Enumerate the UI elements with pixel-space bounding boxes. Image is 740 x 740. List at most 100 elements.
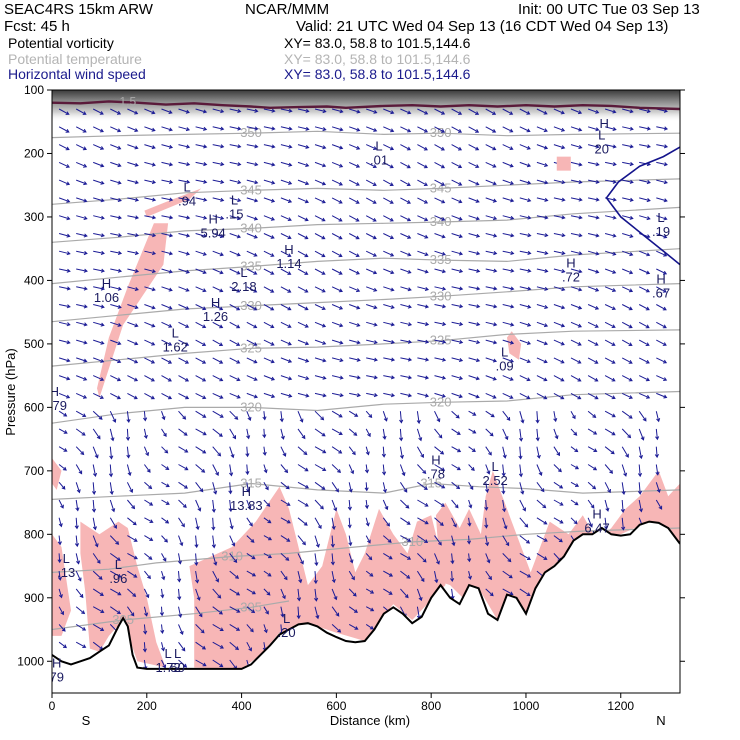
wind-arrow-965 [263, 588, 271, 596]
wind-arrow-86 [297, 144, 310, 149]
wind-arrow-339 [314, 268, 326, 275]
wind-arrow-503 [656, 339, 667, 346]
wind-arrow-355 [587, 268, 600, 274]
wind-arrow-840 [263, 517, 272, 524]
wind-arrow-267 [314, 233, 326, 240]
wind-arrow-735 [314, 464, 327, 471]
wind-arrow-65 [553, 126, 566, 132]
wind-arrow-645 [621, 410, 633, 419]
wind-arrow-151 [178, 179, 191, 184]
wind-arrow-4 [127, 108, 139, 115]
isentrope-label-350-1: 350 [430, 125, 452, 140]
wind-arrow-552 [263, 375, 276, 381]
wind-arrow-785 [553, 481, 564, 489]
wind-arrow-3 [110, 108, 122, 115]
wind-arrow-378 [366, 286, 378, 292]
wind-arrow-703 [381, 446, 386, 458]
wind-arrow-688 [126, 446, 131, 459]
wind-arrow-687 [109, 446, 114, 460]
wind-arrow-375 [314, 286, 326, 293]
wind-arrow-6 [161, 108, 173, 114]
wind-arrow-173 [553, 179, 566, 185]
extremum-H-7: H [211, 295, 220, 310]
wind-arrow-233 [348, 215, 360, 222]
extremum-H-23: H [52, 656, 61, 671]
wind-arrow-197 [348, 197, 360, 204]
wind-arrow-603 [519, 392, 531, 400]
wind-arrow-290 [93, 250, 105, 255]
wind-arrow-971 [365, 588, 375, 594]
wind-arrow-520 [331, 357, 344, 363]
wind-arrow-52 [331, 126, 344, 132]
wind-arrow-123 [314, 161, 327, 168]
wind-arrow-985 [159, 606, 165, 617]
wind-arrow-823 [587, 499, 595, 509]
wind-arrow-457 [485, 321, 498, 327]
wind-arrow-79 [178, 144, 191, 149]
wind-arrow-383 [451, 286, 464, 291]
wind-arrow-504 [58, 357, 71, 363]
wind-arrow-754 [637, 464, 643, 478]
wind-arrow-296 [195, 250, 207, 256]
wind-arrow-724 [126, 464, 132, 477]
wind-arrow-523 [383, 357, 396, 362]
wind-arrow-711 [518, 446, 523, 460]
wind-arrow-445 [280, 321, 292, 328]
wind-arrow-171 [519, 179, 532, 185]
wind-arrow-905 [246, 552, 256, 560]
wind-arrow-390 [570, 286, 583, 292]
wind-arrow-911 [348, 553, 354, 564]
wind-arrow-792 [58, 499, 64, 509]
x-tick-label-600: 600 [326, 699, 346, 713]
legend-wind-xy: XY= 83.0, 58.8 to 101.5,144.6 [284, 66, 471, 82]
wind-arrow-336 [263, 268, 275, 275]
wind-arrow-451 [383, 321, 395, 327]
wind-arrow-102 [570, 144, 583, 149]
wind-arrow-856 [536, 517, 548, 525]
wind-arrow-488 [400, 339, 413, 344]
wind-arrow-508 [127, 357, 139, 364]
wind-arrow-598 [434, 392, 446, 398]
wind-arrow-8 [195, 108, 208, 114]
wind-arrow-365 [144, 286, 156, 292]
wind-arrow-176 [605, 179, 617, 184]
wind-arrow-881 [365, 535, 371, 544]
wind-arrow-218 [93, 215, 105, 220]
wind-arrow-454 [434, 321, 447, 327]
wind-arrow-112 [127, 161, 139, 167]
isentrope-310 [52, 527, 680, 573]
wind-arrow-566 [502, 375, 514, 381]
wind-arrow-634 [434, 410, 441, 423]
wind-arrow-578 [92, 392, 104, 399]
wind-arrow-167 [451, 179, 463, 186]
y-tick-label-1000: 1000 [17, 654, 44, 668]
wind-arrow-919 [485, 553, 491, 564]
wind-arrow-1021 [161, 642, 166, 652]
wind-arrow-765 [212, 482, 218, 495]
wind-arrow-144 [58, 179, 71, 186]
wind-arrow-836 [195, 517, 200, 531]
wind-arrow-768 [263, 482, 269, 491]
wind-arrow-992 [280, 606, 285, 618]
wind-arrow-731 [245, 464, 250, 476]
wind-arrow-843 [314, 517, 322, 530]
x-tick-label-1000: 1000 [513, 699, 540, 713]
wind-arrow-529 [485, 357, 498, 363]
wind-arrow-129 [417, 161, 428, 169]
wind-arrow-382 [434, 286, 447, 291]
wind-arrow-434 [93, 321, 105, 327]
wind-arrow-280 [536, 233, 549, 238]
extremum-L-2: L [231, 192, 238, 207]
wind-arrow-419 [451, 304, 464, 309]
wind-arrow-42 [161, 126, 173, 132]
extremum-value-4: 1.14 [276, 256, 301, 271]
wind-arrow-14 [297, 108, 310, 113]
wind-arrow-172 [536, 179, 549, 185]
wind-arrow-166 [434, 179, 446, 186]
wind-arrow-713 [553, 446, 561, 457]
wind-arrow-201 [417, 197, 429, 204]
wind-arrow-855 [519, 517, 529, 528]
wind-arrow-555 [314, 375, 327, 380]
wind-arrow-232 [331, 215, 343, 222]
isentrope-label-335-1: 335 [430, 252, 452, 267]
